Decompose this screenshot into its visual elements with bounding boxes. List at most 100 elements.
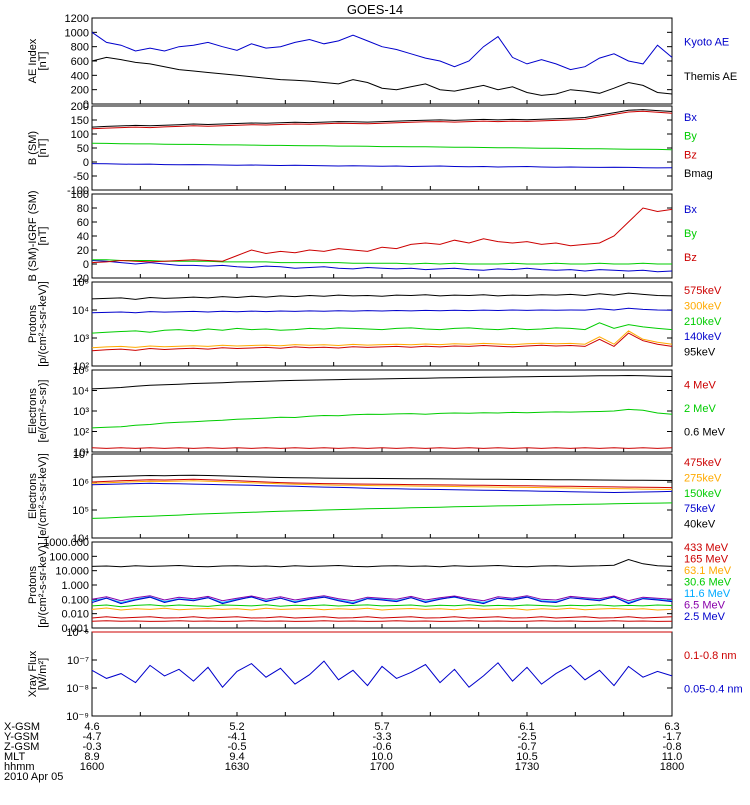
legend-entry: 275keV (684, 472, 722, 484)
legend-entry: 0.05-0.4 nm (684, 683, 743, 695)
legend-entry: Bz (684, 252, 697, 264)
x-axis-value: -0.3 (83, 741, 102, 753)
series-line (91, 616, 673, 619)
y-axis-label: Electrons (27, 388, 39, 434)
legend-entry: 2 MeV (684, 403, 716, 415)
y-tick-label: 10⁻⁹ (66, 711, 89, 723)
y-tick-label: -50 (73, 171, 89, 183)
x-axis-value: 5.2 (229, 721, 244, 733)
legend-entry: Bx (684, 112, 697, 124)
legend-entry: 575keV (684, 285, 722, 297)
series-line (91, 109, 673, 128)
y-tick-label: 0.001 (61, 623, 89, 635)
legend-entry: 0.6 MeV (684, 427, 726, 439)
series-line (91, 56, 673, 96)
y-tick-label: 1.000 (61, 580, 89, 592)
series-line (91, 596, 673, 605)
x-axis-value: -1.7 (663, 731, 682, 743)
y-tick-label: 10⁴ (72, 533, 89, 545)
y-tick-label: 0 (83, 259, 89, 271)
x-axis-value: 6.1 (519, 721, 534, 733)
y-tick-label: 0 (83, 99, 89, 111)
x-axis-value: -4.7 (83, 731, 102, 743)
y-tick-label: 400 (71, 70, 89, 82)
legend-entry: 150keV (684, 488, 722, 500)
x-axis-value: 4.6 (84, 721, 99, 733)
x-axis-value: -4.1 (228, 731, 247, 743)
series-line (91, 332, 673, 352)
y-axis-label: B (SM) (27, 131, 39, 165)
series-line (91, 474, 673, 481)
y-axis-unit: [e/(cm²-s-sr-keV)] (37, 453, 49, 539)
y-tick-label: 10⁻⁷ (67, 655, 89, 667)
chart-title: GOES-14 (347, 2, 403, 17)
legend-entry: 475keV (684, 457, 722, 469)
panel-7: 0.001 0.010 0.100 1.000 10.000 100.000 1000.00… (27, 537, 732, 635)
x-axis-value: 1700 (370, 761, 394, 773)
panel-frame (91, 541, 673, 629)
panel-frame (91, 369, 673, 453)
y-axis-unit: [nT] (37, 139, 49, 158)
legend-entry: 95keV (684, 346, 716, 358)
legend-entry: By (684, 228, 697, 240)
series-line (91, 163, 673, 169)
y-tick-label: 100 (71, 129, 89, 141)
x-axis-value: 1600 (80, 761, 104, 773)
series-line (92, 259, 672, 265)
series-line (91, 260, 673, 273)
y-tick-label: 10² (73, 427, 89, 439)
legend-entry: Bmag (684, 168, 713, 180)
panel-8: 10⁻⁹ 10⁻⁸ 10⁻⁷ 10⁻⁶ Xray Flux[W/m²] 0.1-0.8 n… (27, 627, 743, 723)
x-axis-row-label: hhmm (4, 761, 35, 773)
y-axis-unit: [W/m²] (37, 658, 49, 690)
y-tick-label: 0.010 (61, 609, 89, 621)
y-tick-label: 10⁻⁸ (66, 683, 89, 695)
series-line (91, 292, 673, 300)
series-line (91, 502, 673, 519)
legend-entry: 75keV (684, 503, 716, 515)
series-line (91, 478, 673, 489)
series-line (91, 660, 673, 688)
y-tick-label: 100.000 (49, 551, 89, 563)
series-line (91, 447, 673, 449)
x-axis-table: X-GSM 4.6 5.2 5.7 6.1 6.3 Y-GSM -4.7 -4.1 -3.3 -2.… (4, 721, 684, 783)
y-tick-label: 600 (71, 56, 89, 68)
y-tick-label: 10⁵ (72, 505, 89, 517)
legend-entry: Bx (684, 204, 697, 216)
legend-entry: 0.1-0.8 nm (684, 650, 737, 662)
x-axis-value: 11.0 (662, 751, 683, 763)
y-tick-label: 10⁶ (72, 477, 89, 489)
legend-entry: Bz (684, 149, 697, 161)
y-tick-label: 1000.000 (43, 537, 89, 549)
y-tick-label: 1200 (65, 13, 89, 25)
series-line (91, 322, 673, 334)
y-tick-label: 0 (83, 157, 89, 169)
x-axis-value: 1800 (660, 761, 684, 773)
legend-entry: 140keV (684, 331, 722, 343)
x-axis-value: 8.9 (84, 751, 99, 763)
x-axis-value: -0.7 (518, 741, 537, 753)
y-tick-label: 100 (71, 189, 89, 201)
x-axis-value: 1630 (225, 761, 249, 773)
y-axis-unit: [p/(cm²-s-sr-keV)] (37, 281, 49, 367)
legend-entry: Kyoto AE (684, 37, 729, 49)
panel-frame (91, 105, 673, 191)
x-axis-date: 2010 Apr 05 (4, 771, 63, 783)
y-tick-label: 10¹ (73, 447, 89, 459)
y-tick-label: 40 (77, 231, 89, 243)
y-tick-label: 50 (77, 143, 89, 155)
y-tick-label: 150 (71, 115, 89, 127)
y-tick-label: 200 (71, 101, 89, 113)
legend-entry: 433 MeV (684, 542, 729, 554)
series-line (91, 604, 673, 608)
legend-entry: 11.6 MeV (684, 588, 731, 600)
legend-entry: By (684, 131, 697, 143)
series-line (91, 374, 673, 390)
legend-entry: 4 MeV (684, 380, 716, 392)
series-line (91, 558, 673, 568)
x-axis-value: 10.5 (516, 751, 537, 763)
y-axis-unit: [nT] (37, 52, 49, 71)
series-line (91, 408, 673, 429)
